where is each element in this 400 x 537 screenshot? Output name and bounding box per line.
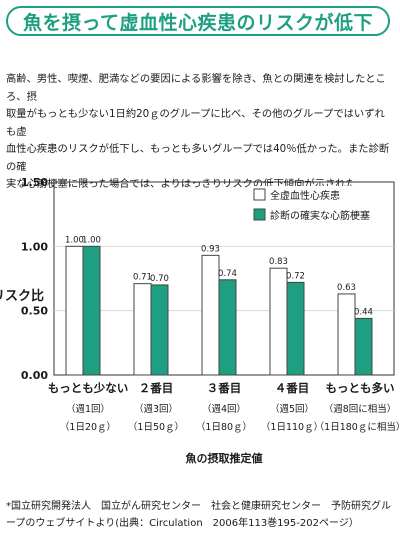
data-label: 0.93 [201,244,220,254]
bar-myocardial-infarction [82,245,101,376]
footnote-line: ープのウェブサイトより(出典：Circulation 2006年113巻195-… [6,518,359,529]
x-tick-sublabel: （1日110ｇ） [261,421,323,433]
y-axis-label: リスク比 [0,288,44,304]
data-label: 0.72 [286,271,305,281]
data-label: 0.44 [354,307,373,317]
bar-all-ischemic [133,283,152,376]
bar-myocardial-infarction [150,284,169,376]
bar-all-ischemic [337,293,356,376]
x-tick-sublabel: （1日180ｇに相当） [315,421,400,433]
legend-label: 診断の確実な心筋梗塞 [270,209,370,222]
data-label: 0.70 [150,274,169,284]
y-tick-label: 1.00 [21,240,48,253]
data-label: 0.74 [218,269,237,279]
x-tick-sublabel: （週8回に相当） [324,403,397,415]
x-tick-sublabel: （週5回） [270,403,314,415]
legend-swatch [253,188,266,201]
bar-myocardial-infarction [218,279,237,376]
intro-line: 高齢、男性、喫煙、肥満などの要因による影響を除き、魚との関連を検討したところ、摂 [6,73,386,103]
footnote: *国立研究開発法人 国立がん研究センター 社会と健康研究センター 予防研究グル … [6,498,394,532]
legend-box [252,186,382,228]
x-tick-label: ４番目 [275,381,310,395]
y-tick-label: 0.50 [21,305,48,318]
x-tick-sublabel: （1日80ｇ） [196,421,252,433]
intro-line: 取量がもっとも少ない1日約20ｇのグループに比べ、その他のグループではいずれも虚 [6,108,385,138]
data-label: 1.00 [82,235,101,245]
x-tick-label: もっとも多い [326,381,395,395]
data-label: 1.00 [65,235,84,245]
legend-swatch [253,208,266,221]
legend-label: 全虚血性心疾患 [270,189,340,202]
bar-all-ischemic [201,254,220,376]
title-banner: 魚を摂って虚血性心疾患のリスクが低下 [6,6,390,36]
x-tick-label: ３番目 [207,381,242,395]
x-tick-label: ２番目 [139,381,174,395]
footnote-line: *国立研究開発法人 国立がん研究センター 社会と健康研究センター 予防研究グル [6,501,391,512]
bar-all-ischemic [269,267,288,376]
intro-text: 高齢、男性、喫煙、肥満などの要因による影響を除き、魚との関連を検討したところ、摂… [6,71,394,194]
intro-line: 血性心疾患のリスクが低下し、もっとも多いグループでは40％低かった。また診断の確 [6,143,390,173]
page-title: 魚を摂って虚血性心疾患のリスクが低下 [22,11,374,34]
x-tick-sublabel: （週1回） [66,403,110,415]
data-label: 0.63 [337,283,356,293]
bar-myocardial-infarction [286,281,305,376]
bar-myocardial-infarction [354,317,373,376]
data-label: 0.71 [133,273,152,283]
x-axis-label: 魚の摂取推定値 [186,451,263,465]
x-tick-sublabel: （週3回） [134,403,178,415]
x-tick-sublabel: （週4回） [202,403,246,415]
x-tick-label: もっとも少ない [48,381,129,395]
x-tick-sublabel: （1日20ｇ） [60,421,116,433]
y-tick-label: 1.50 [21,176,48,189]
x-tick-sublabel: （1日50ｇ） [128,421,184,433]
data-label: 0.83 [269,257,288,267]
y-tick-label: 0.00 [21,369,48,382]
bar-all-ischemic [65,245,84,376]
